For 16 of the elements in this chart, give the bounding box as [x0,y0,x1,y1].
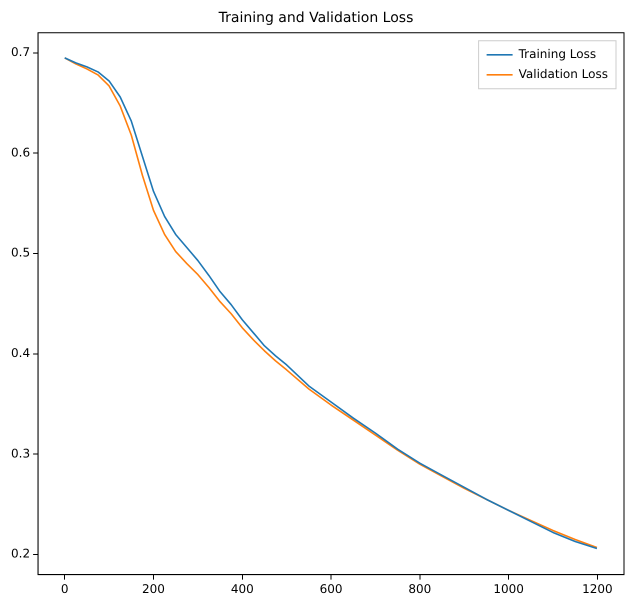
x-tick-label: 600 [320,582,342,596]
x-tick-label: 1200 [582,582,613,596]
legend-label: Validation Loss [518,66,608,81]
y-tick-label: 0.2 [10,546,30,561]
y-tick-label: 0.4 [10,346,30,360]
legend-label: Training Loss [518,46,596,61]
x-tick-label: 400 [230,582,254,596]
x-tick-label: 1000 [493,582,524,596]
y-tick-label: 0.6 [10,145,30,160]
x-tick-label: 0 [60,582,69,596]
x-tick-label: 800 [408,582,432,596]
y-tick-label: 0.3 [10,446,30,460]
y-tick-label: 0.7 [10,44,30,59]
x-tick-label: 200 [142,582,165,596]
chart-title: Training and Validation Loss [218,10,414,26]
y-tick-label: 0.5 [10,246,30,260]
